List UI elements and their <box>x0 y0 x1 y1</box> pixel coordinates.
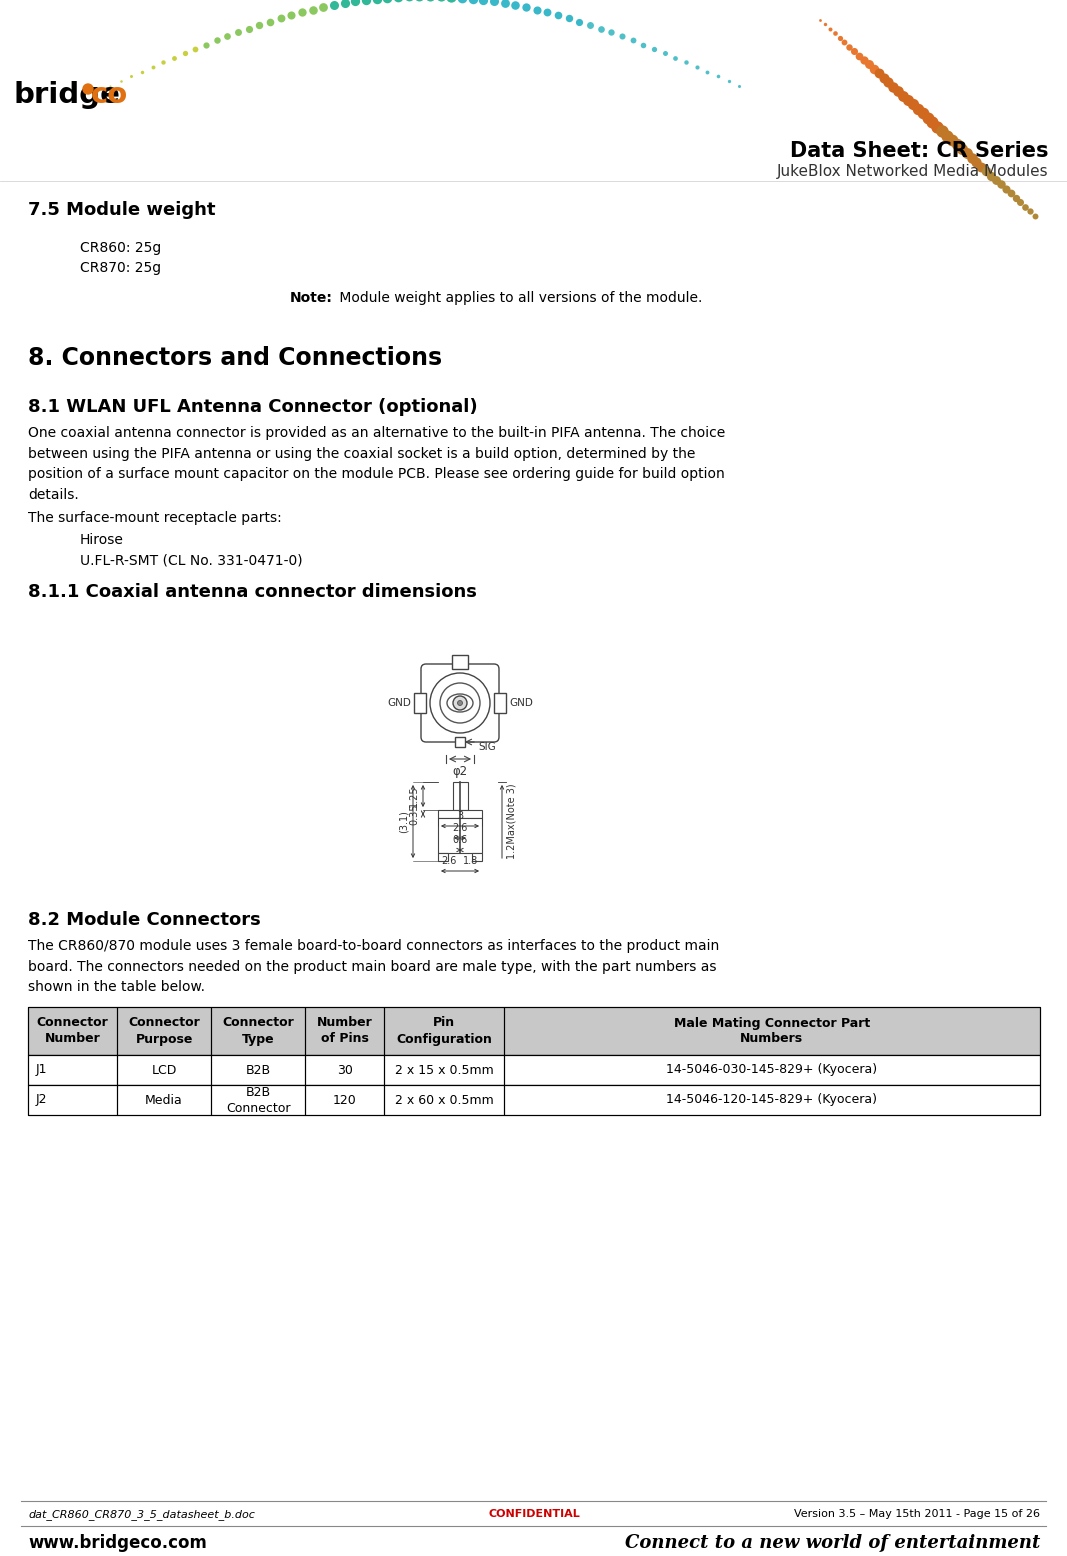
Text: 1.8: 1.8 <box>463 856 479 867</box>
Text: Version 3.5 – May 15th 2011 - Page 15 of 26: Version 3.5 – May 15th 2011 - Page 15 of… <box>794 1509 1040 1519</box>
Text: LCD: LCD <box>152 1063 177 1077</box>
Bar <box>437 853 448 860</box>
Bar <box>211 1085 305 1116</box>
Bar <box>28 1085 117 1116</box>
Text: 2.6: 2.6 <box>452 823 467 832</box>
Circle shape <box>83 84 93 93</box>
Text: 120: 120 <box>333 1094 356 1106</box>
Bar <box>452 655 468 669</box>
Bar <box>305 1085 384 1116</box>
Text: JukeBlox Networked Media Modules: JukeBlox Networked Media Modules <box>777 163 1048 179</box>
Text: (3.1): (3.1) <box>399 811 409 832</box>
Bar <box>384 1085 504 1116</box>
Text: CONFIDENTIAL: CONFIDENTIAL <box>488 1509 579 1519</box>
Text: www.bridgeco.com: www.bridgeco.com <box>28 1534 207 1551</box>
Text: Data Sheet: CR Series: Data Sheet: CR Series <box>790 142 1048 160</box>
Text: Media: Media <box>145 1094 182 1106</box>
Circle shape <box>458 700 462 705</box>
Bar <box>211 1007 305 1055</box>
Bar <box>28 1055 1040 1085</box>
Bar <box>494 692 506 713</box>
Text: GND: GND <box>509 699 532 708</box>
Text: Module weight applies to all versions of the module.: Module weight applies to all versions of… <box>335 291 702 305</box>
Text: B2B
Connector: B2B Connector <box>226 1086 290 1114</box>
Text: 3: 3 <box>457 811 463 822</box>
Text: 8. Connectors and Connections: 8. Connectors and Connections <box>28 345 442 370</box>
Text: dat_CR860_CR870_3_5_datasheet_b.doc: dat_CR860_CR870_3_5_datasheet_b.doc <box>28 1509 255 1520</box>
Bar <box>28 1055 117 1085</box>
Text: CR860: 25g: CR860: 25g <box>80 241 161 255</box>
Text: J2: J2 <box>36 1094 48 1106</box>
Bar <box>437 811 482 818</box>
Text: Male Mating Connector Part
Numbers: Male Mating Connector Part Numbers <box>673 1016 870 1046</box>
Bar <box>384 1007 504 1055</box>
Text: Connector
Number: Connector Number <box>36 1016 109 1046</box>
Text: The surface-mount receptacle parts:: The surface-mount receptacle parts: <box>28 510 282 524</box>
Text: 1.2Max(Note 3): 1.2Max(Note 3) <box>506 784 516 859</box>
Bar <box>28 1007 117 1055</box>
Text: bridge: bridge <box>14 81 121 109</box>
Bar <box>437 818 482 853</box>
Bar <box>452 783 467 811</box>
Bar <box>28 1085 1040 1116</box>
Bar <box>28 1007 1040 1055</box>
FancyBboxPatch shape <box>421 664 499 742</box>
Text: 8.1.1 Coaxial antenna connector dimensions: 8.1.1 Coaxial antenna connector dimensio… <box>28 584 477 601</box>
Text: φ2: φ2 <box>452 766 467 778</box>
Text: 2 x 15 x 0.5mm: 2 x 15 x 0.5mm <box>395 1063 493 1077</box>
Text: 14-5046-120-145-829+ (Kyocera): 14-5046-120-145-829+ (Kyocera) <box>666 1094 877 1106</box>
Text: Hirose: Hirose <box>80 534 124 548</box>
Circle shape <box>453 696 467 710</box>
Text: One coaxial antenna connector is provided as an alternative to the built-in PIFA: One coaxial antenna connector is provide… <box>28 426 726 501</box>
Bar <box>414 692 426 713</box>
Bar <box>211 1055 305 1085</box>
Text: 2.6: 2.6 <box>442 856 457 867</box>
Text: Connect to a new world of entertainment: Connect to a new world of entertainment <box>624 1534 1040 1551</box>
Text: CR870: 25g: CR870: 25g <box>80 261 161 275</box>
Text: co: co <box>91 81 128 109</box>
Bar <box>117 1007 211 1055</box>
Bar <box>504 1085 1040 1116</box>
Text: 14-5046-030-145-829+ (Kyocera): 14-5046-030-145-829+ (Kyocera) <box>666 1063 877 1077</box>
Text: Number
of Pins: Number of Pins <box>317 1016 372 1046</box>
Bar <box>117 1085 211 1116</box>
Text: 8.2 Module Connectors: 8.2 Module Connectors <box>28 910 260 929</box>
Text: Connector
Type: Connector Type <box>222 1016 294 1046</box>
Bar <box>504 1055 1040 1085</box>
Text: B2B: B2B <box>245 1063 271 1077</box>
Text: Connector
Purpose: Connector Purpose <box>128 1016 200 1046</box>
Text: 1.25: 1.25 <box>409 786 419 808</box>
Text: Pin
Configuration: Pin Configuration <box>396 1016 492 1046</box>
Bar <box>384 1055 504 1085</box>
Text: J1: J1 <box>36 1063 48 1077</box>
Text: 7.5 Module weight: 7.5 Module weight <box>28 201 216 219</box>
Text: SIG: SIG <box>478 742 496 752</box>
Bar <box>472 853 482 860</box>
Text: The CR860/870 module uses 3 female board-to-board connectors as interfaces to th: The CR860/870 module uses 3 female board… <box>28 938 719 994</box>
Text: Note:: Note: <box>290 291 333 305</box>
Bar <box>504 1007 1040 1055</box>
Text: 8.1 WLAN UFL Antenna Connector (optional): 8.1 WLAN UFL Antenna Connector (optional… <box>28 398 478 415</box>
Text: 0.6: 0.6 <box>452 836 467 845</box>
Text: 0.35: 0.35 <box>409 803 419 825</box>
Bar <box>117 1055 211 1085</box>
Text: 30: 30 <box>337 1063 353 1077</box>
Text: GND: GND <box>387 699 411 708</box>
Bar <box>305 1055 384 1085</box>
Text: U.FL-R-SMT (CL No. 331-0471-0): U.FL-R-SMT (CL No. 331-0471-0) <box>80 552 303 566</box>
Bar <box>455 738 465 747</box>
Text: 2 x 60 x 0.5mm: 2 x 60 x 0.5mm <box>395 1094 493 1106</box>
Bar <box>305 1007 384 1055</box>
